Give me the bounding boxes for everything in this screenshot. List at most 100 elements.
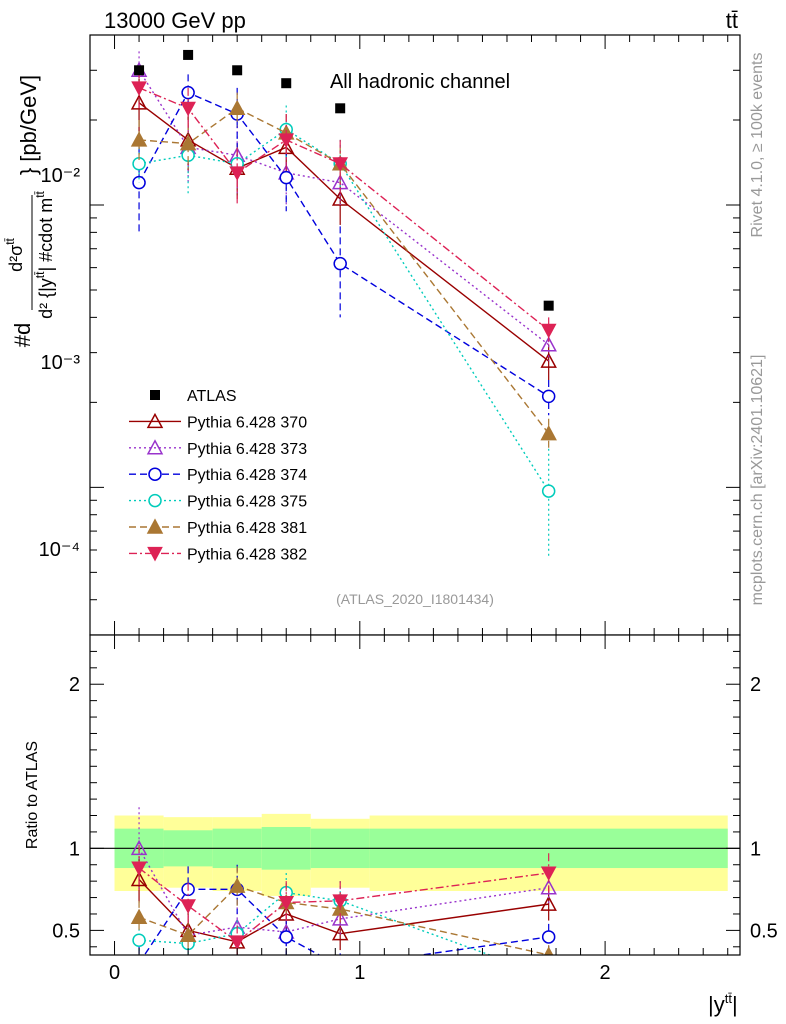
main-ylabel: #d d²σtt̄ d² {|ytt̄| #cdot mtt̄ } [pb/Ge… xyxy=(3,75,56,347)
legend-entry-pythia-6.428-374: Pythia 6.428 374 xyxy=(129,467,307,484)
ratio-point xyxy=(279,930,293,944)
data-point xyxy=(332,157,349,172)
ratio-point xyxy=(133,957,145,969)
ytick-label-1e-4: 10⁻⁴ xyxy=(39,539,80,561)
ratio-point xyxy=(228,877,246,893)
main-ylabel-numerator: #d xyxy=(10,323,35,347)
legend-label: ATLAS xyxy=(187,388,237,405)
main-panel: All hadronic channel (ATLAS_2020_I180143… xyxy=(39,34,741,636)
analysis-watermark: (ATLAS_2020_I1801434) xyxy=(336,591,494,607)
process-label: tt̄ xyxy=(726,8,738,33)
legend-label: Pythia 6.428 375 xyxy=(187,494,307,511)
ratio-point xyxy=(543,970,555,982)
legend-label: Pythia 6.428 370 xyxy=(187,414,307,431)
data-point xyxy=(540,352,557,368)
legend: ATLAS Pythia 6.428 370 Pythia 6.428 373 Pyt… xyxy=(129,388,307,563)
ratio-point xyxy=(229,935,246,950)
ratio-point xyxy=(540,895,557,911)
chart-title: All hadronic channel xyxy=(330,71,510,93)
ratio-line xyxy=(139,891,492,955)
ratio-tick-labels: 0.5 0.5 1 1 2 2 0 1 2 xyxy=(52,674,778,984)
data-point xyxy=(540,336,557,352)
data-point xyxy=(541,389,556,404)
legend-label: Pythia 6.428 374 xyxy=(187,467,307,484)
ratio-ytick-label-right: 1 xyxy=(750,838,761,860)
legend-entry-pythia-6.428-373: Pythia 6.428 373 xyxy=(129,439,307,458)
atlas-point xyxy=(281,78,292,89)
series-line xyxy=(138,128,550,492)
ratio-ylabel: Ratio to ATLAS xyxy=(24,741,41,849)
main-ylabel-unit: } [pb/GeV] xyxy=(16,75,41,175)
ratio-ytick-label: 1 xyxy=(69,838,80,860)
data-point xyxy=(131,81,147,96)
ratio-series-pythia-6.428-382 xyxy=(131,845,557,955)
ratio-point xyxy=(540,866,557,882)
legend-marker xyxy=(147,546,163,562)
energy-label: 13000 GeV pp xyxy=(104,8,246,33)
legend-label: Pythia 6.428 382 xyxy=(187,546,307,563)
ytick-label-1e-2: 10⁻² xyxy=(41,165,81,187)
legend-entry-atlas: ATLAS xyxy=(150,388,237,405)
rivet-version-label: Rivet 4.1.0, ≥ 100k events xyxy=(749,53,766,238)
data-point xyxy=(179,135,197,151)
data-point xyxy=(229,166,246,181)
ytick-label-1e-3: 10⁻³ xyxy=(41,352,81,374)
ratio-point xyxy=(540,879,557,895)
legend-entry-pythia-6.428-375: Pythia 6.428 375 xyxy=(129,494,307,511)
ratio-point xyxy=(331,910,349,926)
data-point xyxy=(130,94,148,110)
atlas-point xyxy=(134,65,145,76)
ratio-point xyxy=(541,930,556,944)
ratio-point xyxy=(130,870,148,887)
ratio-point xyxy=(131,861,147,877)
ratio-point xyxy=(278,895,295,911)
ratio-point xyxy=(179,926,197,943)
ratio-point xyxy=(180,899,196,914)
atlas-point xyxy=(543,300,554,311)
legend-entry-pythia-6.428-381: Pythia 6.428 381 xyxy=(129,518,307,537)
legend-label: Pythia 6.428 381 xyxy=(187,520,307,537)
atlas-point xyxy=(335,103,346,114)
legend-marker xyxy=(148,467,162,481)
legend-marker xyxy=(148,493,162,508)
ratio-frame xyxy=(89,634,741,956)
series-atlas xyxy=(134,49,554,311)
legend-marker xyxy=(150,390,160,400)
ratio-line xyxy=(138,879,549,943)
ratio-point xyxy=(130,908,148,925)
ratio-point xyxy=(130,839,148,856)
legend-label: Pythia 6.428 373 xyxy=(187,441,307,458)
legend-entry-pythia-6.428-370: Pythia 6.428 370 xyxy=(129,412,307,431)
atlas-point xyxy=(183,49,194,60)
series-line xyxy=(139,107,550,435)
xtick-label: 1 xyxy=(354,962,365,984)
atlas-point xyxy=(232,65,243,76)
ratio-ytick-label-right: 0.5 xyxy=(750,920,778,942)
legend-marker xyxy=(146,439,164,455)
ratio-panel: 0.5 0.5 1 1 2 2 0 1 2 xyxy=(52,634,778,984)
legend-entry-pythia-6.428-382: Pythia 6.428 382 xyxy=(129,546,307,563)
series-line xyxy=(138,91,550,397)
data-point xyxy=(130,131,148,147)
data-point xyxy=(333,256,347,271)
series-line xyxy=(138,87,550,331)
ratio-point xyxy=(132,933,146,947)
ratio-ytick-label: 2 xyxy=(69,674,80,696)
ratio-point xyxy=(334,960,346,972)
series-line xyxy=(138,69,550,346)
legend-marker xyxy=(146,412,164,429)
data-point xyxy=(228,99,246,116)
ratio-line xyxy=(138,867,549,943)
data-point xyxy=(180,101,196,117)
ratio-ytick-label-right: 2 xyxy=(750,674,761,696)
main-plot-area xyxy=(130,49,557,557)
data-point xyxy=(278,133,295,148)
xtick-label: 0 xyxy=(109,962,120,984)
data-point xyxy=(541,484,556,498)
mcplots-label: mcplots.cern.ch [arXiv:2401.10621] xyxy=(749,355,766,606)
data-point xyxy=(540,425,557,441)
ratio-axis-ticks xyxy=(90,634,740,955)
legend-marker xyxy=(146,518,164,534)
data-point xyxy=(540,323,557,339)
